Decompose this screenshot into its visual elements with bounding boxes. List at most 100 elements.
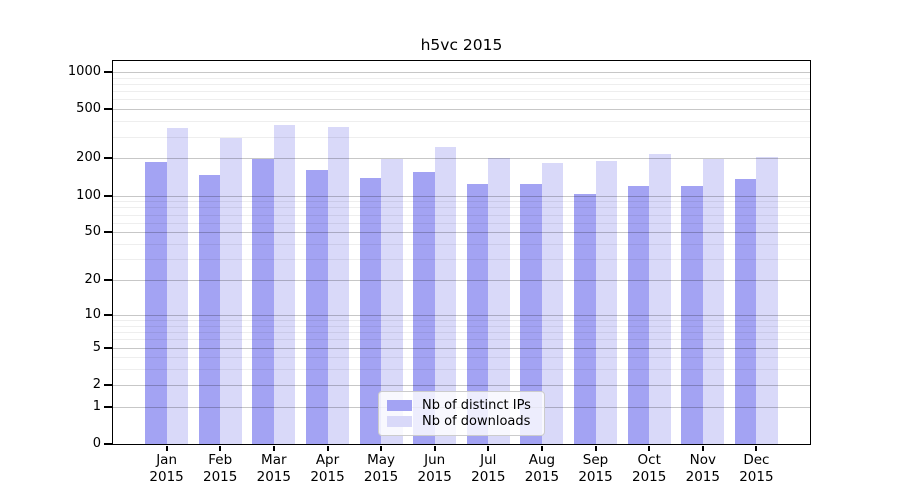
bar-downloads <box>649 154 671 444</box>
gridline-minor <box>113 77 810 79</box>
y-tick-label: 0 <box>92 436 101 451</box>
x-tick-year: 2015 <box>203 468 238 485</box>
y-tick-label: 20 <box>84 272 101 288</box>
x-tick-month: Jul <box>480 452 497 468</box>
x-tick-mark <box>540 446 543 451</box>
gridline-minor <box>113 332 810 333</box>
x-tick-mark <box>219 446 222 451</box>
gridline-major <box>113 347 810 349</box>
gridline-minor <box>113 244 810 245</box>
bar-downloads <box>434 147 457 444</box>
bar-downloads <box>541 162 564 444</box>
bar-downloads <box>702 159 725 444</box>
x-tick-month: Aug <box>528 452 556 468</box>
x-tick-year: 2015 <box>578 468 613 485</box>
bar-distinct-ips <box>734 179 757 444</box>
bar-distinct-ips <box>306 170 328 444</box>
x-tick-mark <box>380 446 383 451</box>
legend-swatch-distinct-ips-icon <box>387 399 412 411</box>
x-tick-label: Jun 2015 <box>405 452 465 485</box>
y-tick-label: 200 <box>76 150 101 166</box>
x-tick-month: Sep <box>582 452 609 468</box>
gridline-minor <box>113 325 810 327</box>
y-tick-mark <box>104 108 112 111</box>
gridline-major <box>113 314 810 316</box>
y-tick-mark <box>104 279 112 282</box>
x-tick-mark <box>326 446 329 451</box>
legend-label-downloads: Nb of downloads <box>422 414 531 430</box>
x-tick-year: 2015 <box>149 468 184 485</box>
gridline-major <box>113 280 810 282</box>
gridline-minor <box>113 201 810 203</box>
gridline-major <box>113 232 810 234</box>
x-tick-mark <box>165 446 168 451</box>
y-tick-mark <box>104 346 112 349</box>
x-tick-year: 2015 <box>739 468 774 485</box>
bar-distinct-ips <box>198 174 221 444</box>
bar-distinct-ips <box>413 172 435 444</box>
x-tick-mark <box>755 446 758 451</box>
x-tick-label: Mar 2015 <box>244 452 304 485</box>
x-tick-label: Feb 2015 <box>190 452 250 485</box>
bar-downloads <box>327 127 349 444</box>
bar-distinct-ips <box>520 184 542 444</box>
legend: Nb of distinct IPs Nb of downloads <box>378 391 545 436</box>
x-tick-mark <box>594 446 597 451</box>
bar-distinct-ips <box>627 186 650 444</box>
bar-downloads <box>595 160 617 444</box>
bar-distinct-ips <box>466 184 489 444</box>
bar-distinct-ips <box>681 186 703 444</box>
plot-area <box>113 61 810 444</box>
y-tick-mark <box>104 443 112 445</box>
bar-distinct-ips <box>359 177 382 444</box>
y-tick-label: 1 <box>92 398 101 414</box>
bar-downloads <box>381 159 403 444</box>
bar-distinct-ips <box>252 159 274 444</box>
y-tick-mark <box>104 405 112 408</box>
x-tick-mark <box>487 446 490 451</box>
x-tick-label: Oct 2015 <box>619 452 679 485</box>
legend-label-distinct-ips: Nb of distinct IPs <box>422 397 531 413</box>
y-tick-label: 1000 <box>67 64 101 79</box>
legend-item-downloads: Nb of downloads <box>387 414 536 429</box>
x-tick-label: Jan 2015 <box>137 452 197 485</box>
y-tick-label: 5 <box>92 339 101 355</box>
x-tick-year: 2015 <box>685 468 720 485</box>
gridline-major <box>113 384 810 386</box>
y-tick-label: 2 <box>92 376 101 392</box>
x-tick-label: May 2015 <box>351 452 411 485</box>
bar-downloads <box>220 137 242 444</box>
x-tick-label: Jul 2015 <box>458 452 518 485</box>
bar-downloads <box>488 158 510 444</box>
gridline-minor <box>113 357 810 359</box>
y-tick-mark <box>104 383 112 386</box>
gridline-minor <box>113 320 810 321</box>
bar-downloads <box>756 157 778 444</box>
bars-layer <box>113 61 810 444</box>
x-tick-month: Apr <box>315 452 340 468</box>
bar-distinct-ips <box>145 162 167 444</box>
x-tick-year: 2015 <box>363 468 399 485</box>
chart-title: h5vc 2015 <box>420 36 503 54</box>
y-tick-mark <box>104 71 112 73</box>
y-tick-label: 500 <box>76 101 101 117</box>
y-tick-mark <box>104 194 112 197</box>
gridline-minor <box>113 339 810 341</box>
x-tick-mark <box>272 446 275 451</box>
y-tick-mark <box>104 231 112 234</box>
gridline-major <box>113 195 810 197</box>
x-tick-month: Nov <box>689 452 716 468</box>
gridline-minor <box>113 214 810 216</box>
gridline-minor <box>113 207 810 209</box>
y-tick-label: 10 <box>84 306 101 322</box>
x-tick-year: 2015 <box>310 468 345 485</box>
gridline-minor <box>113 99 810 101</box>
grid-layer <box>113 61 810 444</box>
x-tick-month: Mar <box>261 452 287 468</box>
gridline-minor <box>113 121 810 123</box>
bar-distinct-ips <box>574 193 596 444</box>
bar-downloads <box>273 125 296 444</box>
gridline-major <box>113 158 810 160</box>
x-tick-mark <box>701 446 704 451</box>
